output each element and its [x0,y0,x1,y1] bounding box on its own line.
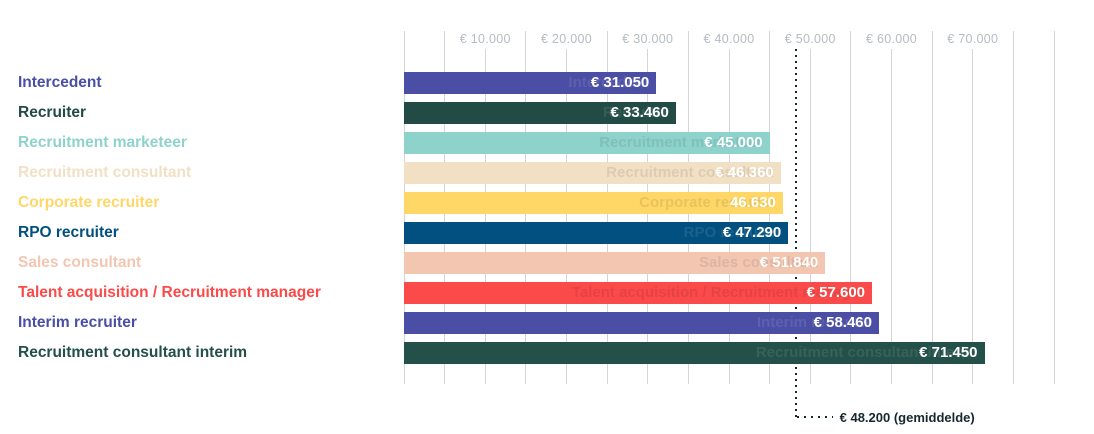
axis-tick-label: € 10.000 [454,29,516,49]
bar-watermark-label: Recruiter [603,104,669,121]
bar-value-label: € 51.840 [759,254,819,271]
bar: RPO recruiter € 47.290 [404,222,789,244]
bar: Recruitment consultant interim € 71.450 [404,342,985,364]
bar-value-label: € 71.450 [919,344,978,361]
bar-value-label: € 46.360 [715,164,774,181]
category-label: Recruitment consultant interim [18,344,248,361]
average-line-vertical [794,31,797,420]
bar-watermark-label: Recruitment consultant interim [755,344,978,361]
category-label: Recruiter [18,104,87,121]
bar-value-label: € 58.460 [813,314,872,331]
gridline [1053,31,1055,384]
axis-tick-label: € 40.000 [698,29,760,49]
category-label: Talent acquisition / Recruitment manager [18,284,321,301]
bar: Recruitment marketeer € 45.000 [404,132,770,154]
gridline [850,31,852,384]
bar: Recruitment consultant € 46.360 [404,162,781,184]
category-label: Interim recruiter [18,314,137,331]
category-label: Sales consultant [18,254,142,271]
category-label: Recruitment consultant [18,164,192,181]
bar-watermark-label: Intercedent [568,74,650,91]
category-label: Recruitment marketeer [18,134,187,151]
bar-watermark-label: Interim recruiter [756,314,872,331]
bar-value-label: € 47.290 [722,224,782,241]
bar-value-label: € 33.460 [610,104,669,121]
average-value-label: € 48.200 (gemiddelde) [839,410,975,425]
bar-value-label: € 45.000 [704,134,763,151]
gridline [891,31,892,384]
gridline [972,31,974,384]
bar-value-label: 46.630 [729,194,776,211]
bar-watermark-label: Corporate recruiter [639,194,776,211]
bar: Intercedent € 31.050 [404,72,657,94]
gridline [1012,31,1014,384]
bar-watermark-label: Recruitment consultant [606,164,774,181]
bar-watermark-label: Recruitment marketeer [599,134,763,151]
axis-tick-label: € 20.000 [535,29,598,49]
bar: Interim recruiter € 58.460 [404,312,879,334]
average-line-connector [796,416,833,418]
category-label: RPO recruiter [18,224,119,241]
axis-tick-label: € 30.000 [617,29,679,49]
gridline [931,31,933,384]
bar: Corporate recruiter 46.630 [404,192,783,214]
bar-value-label: € 57.600 [806,284,865,301]
axis-tick-label: € 70.000 [942,29,1004,49]
bar-value-label: € 31.050 [590,74,650,91]
gridline [809,31,811,384]
bar: Talent acquisition / Recruitment manager… [404,282,872,304]
axis-tick-label: € 60.000 [860,29,923,49]
bar-watermark-label: Talent acquisition / Recruitment manager [571,284,865,301]
axis-tick-label: € 50.000 [779,29,841,49]
category-label: Intercedent [18,74,102,91]
bar-watermark-label: RPO recruiter [683,224,782,241]
bar: Recruiter € 33.460 [404,102,676,124]
bar: Sales consultant € 51.840 [404,252,826,274]
bar-watermark-label: Sales consultant [698,254,819,271]
category-label: Corporate recruiter [18,194,160,211]
